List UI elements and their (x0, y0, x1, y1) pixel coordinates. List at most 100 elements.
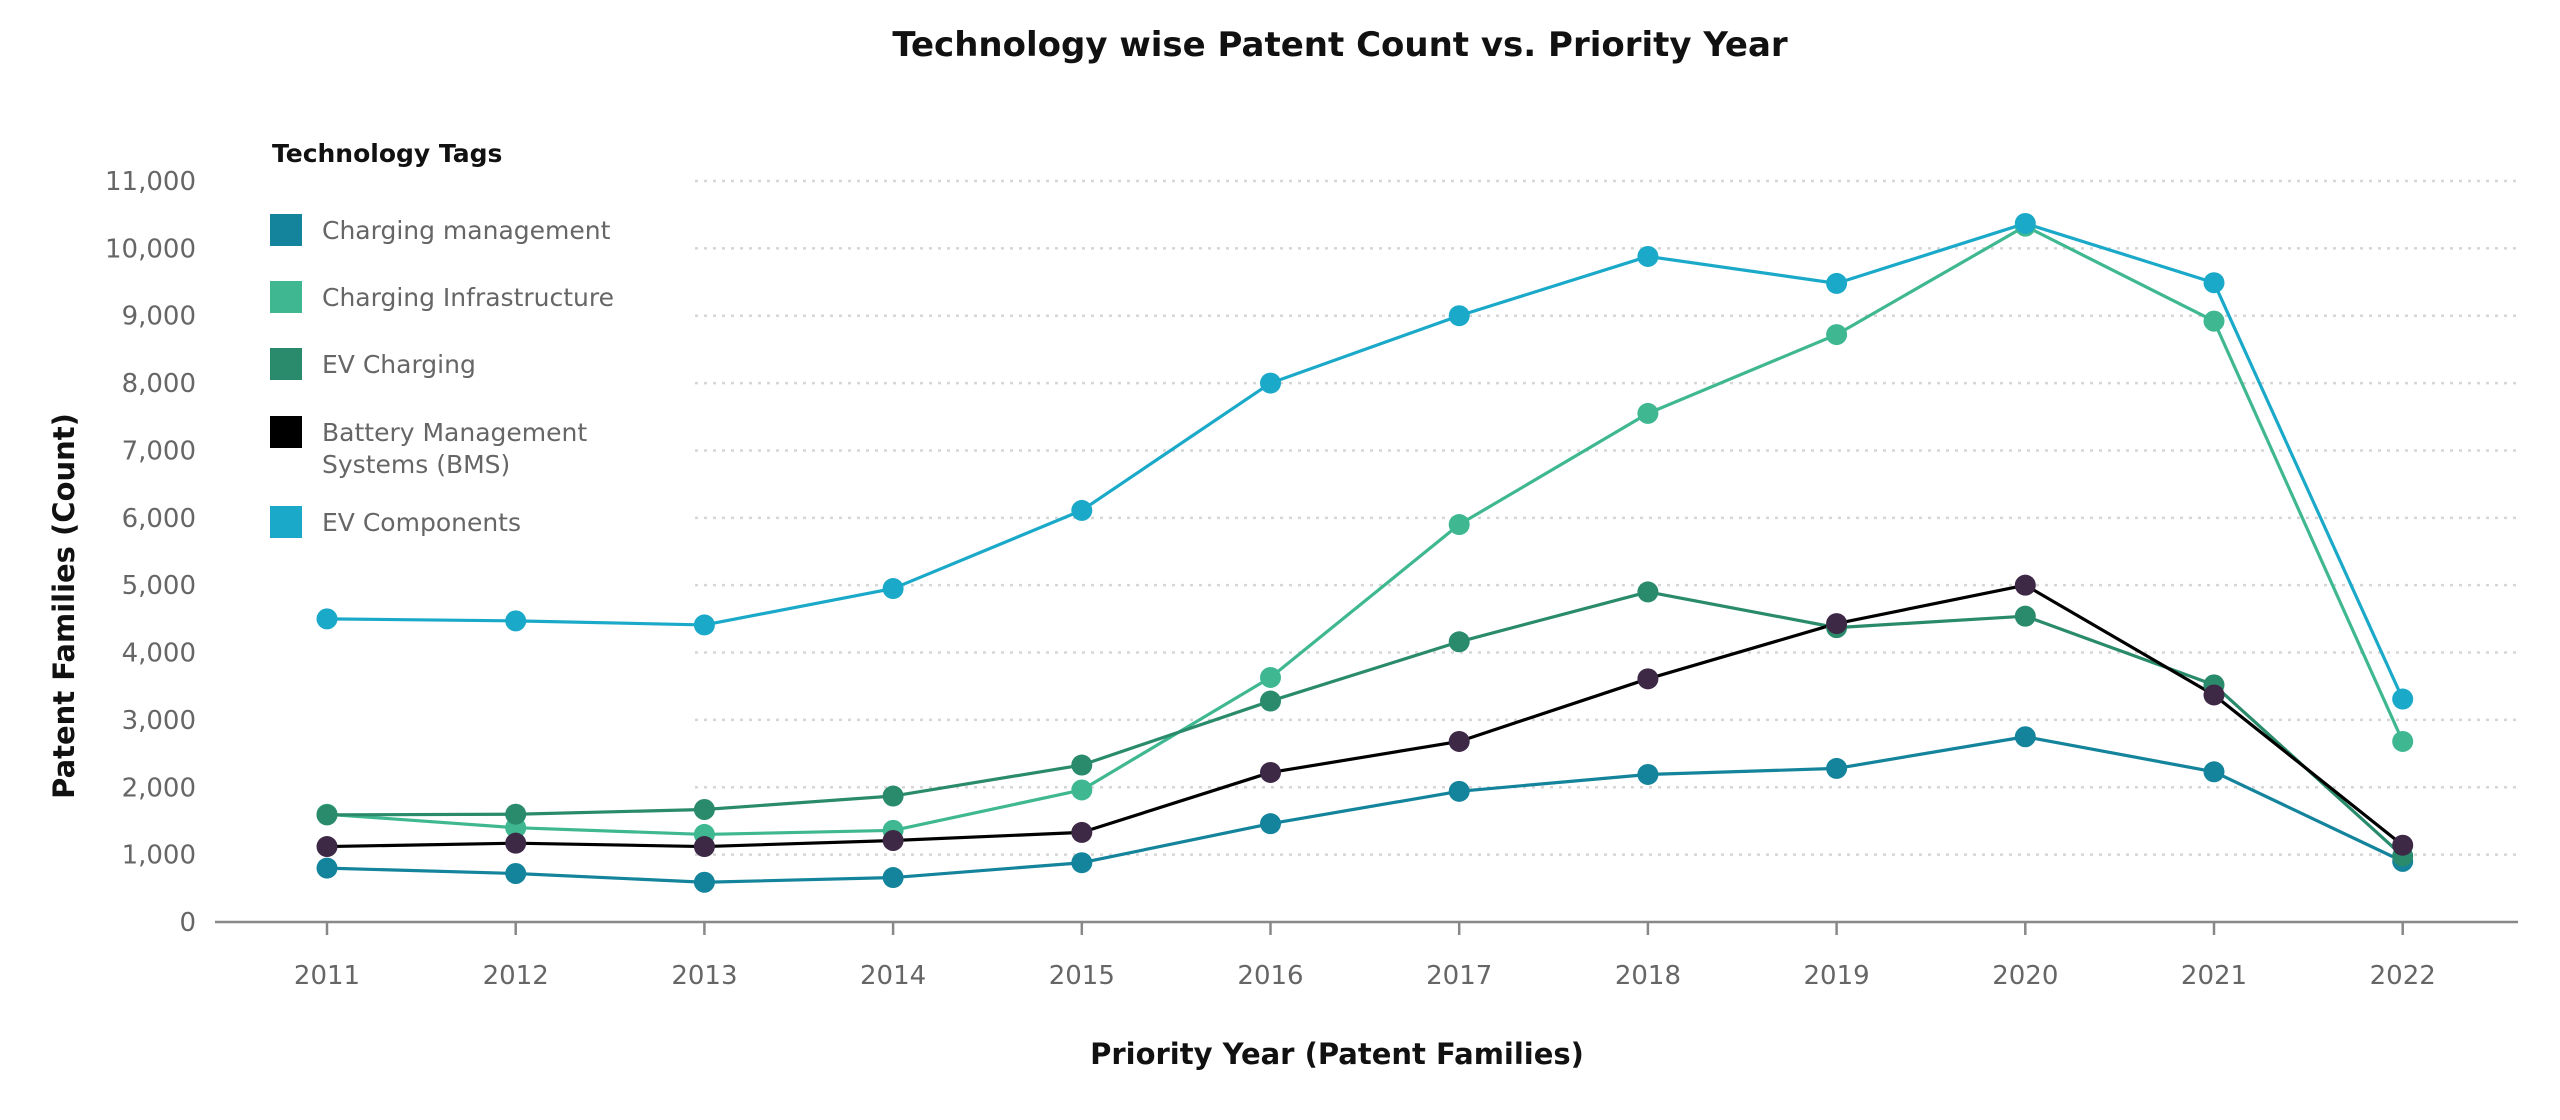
data-point-ev-components (2392, 688, 2414, 710)
data-point-charging-management (505, 862, 527, 884)
y-tick-label: 4,000 (122, 639, 196, 669)
legend-swatch (270, 281, 302, 313)
series-line-charging-management (326, 735, 2404, 884)
data-point-battery-management-systems-bms (2203, 684, 2225, 706)
legend-swatch (270, 506, 302, 538)
data-point-charging-management (693, 871, 715, 893)
y-tick-label: 10,000 (105, 234, 196, 264)
legend-swatch (270, 416, 302, 448)
legend-label: EV Components (322, 508, 521, 537)
legend-label: EV Charging (322, 350, 476, 379)
data-point-battery-management-systems-bms (882, 829, 904, 851)
data-point-ev-charging (693, 799, 715, 821)
data-point-charging-infrastructure (1260, 666, 1281, 688)
series-markers (316, 212, 2414, 893)
chart-title: Technology wise Patent Count vs. Priorit… (892, 25, 1788, 65)
data-point-charging-infrastructure (1637, 402, 1659, 424)
y-tick-label: 6,000 (122, 504, 196, 534)
data-point-ev-components (693, 614, 715, 636)
x-tick-label: 2022 (2370, 961, 2436, 991)
x-tick-label: 2015 (1049, 961, 1115, 991)
x-tick-label: 2014 (860, 961, 926, 991)
data-point-ev-components (1071, 499, 1093, 521)
data-point-ev-components (1826, 272, 1848, 294)
grid-lines (695, 179, 2518, 856)
legend-label: Systems (BMS) (322, 450, 510, 479)
data-point-battery-management-systems-bms (316, 836, 338, 858)
y-tick-label: 0 (179, 908, 196, 938)
data-point-charging-management (1448, 780, 1470, 802)
legend-swatch (270, 348, 302, 380)
data-point-charging-management (1071, 852, 1093, 874)
y-tick-label: 11,000 (105, 167, 196, 197)
data-point-battery-management-systems-bms (693, 836, 715, 858)
x-tick-label: 2016 (1237, 961, 1303, 991)
data-point-battery-management-systems-bms (2014, 574, 2036, 596)
x-tick-label: 2012 (483, 961, 549, 991)
data-point-ev-charging (1071, 754, 1093, 776)
legend-title: Technology Tags (272, 139, 502, 168)
data-point-charging-management (1260, 813, 1281, 835)
data-point-battery-management-systems-bms (505, 832, 527, 854)
data-point-ev-components (2203, 272, 2225, 294)
legend: Technology Tags Charging managementCharg… (270, 139, 614, 538)
data-point-ev-charging (1260, 690, 1281, 712)
data-point-charging-management (2014, 726, 2036, 748)
series-lines (326, 221, 2405, 884)
data-point-charging-management (316, 857, 338, 879)
data-point-charging-management (1637, 763, 1659, 785)
data-point-ev-charging (505, 803, 527, 825)
data-point-ev-charging (1637, 581, 1659, 603)
y-tick-label: 9,000 (122, 302, 196, 332)
data-point-ev-components (2014, 212, 2036, 234)
x-tick-label: 2019 (1804, 961, 1870, 991)
y-tick-label: 1,000 (122, 841, 196, 871)
data-point-charging-infrastructure (2203, 310, 2225, 332)
y-tick-label: 2,000 (122, 773, 196, 803)
x-tick-label: 2017 (1426, 961, 1492, 991)
data-point-ev-charging (1448, 631, 1470, 653)
legend-label: Charging management (322, 216, 611, 245)
data-point-battery-management-systems-bms (1260, 761, 1281, 783)
data-point-ev-components (1260, 372, 1281, 394)
series-line-ev-charging (326, 590, 2404, 858)
data-point-charging-infrastructure (1448, 514, 1470, 536)
y-axis-ticks: 0 1,000 2,000 3,000 4,000 5,000 6,000 7,000 8,00… (105, 167, 196, 938)
x-tick-label: 2020 (1992, 961, 2058, 991)
data-point-ev-components (1637, 245, 1659, 267)
data-point-charging-management (2203, 761, 2225, 783)
data-point-battery-management-systems-bms (1448, 730, 1470, 752)
legend-label: Charging Infrastructure (322, 283, 614, 312)
legend-label: Battery Management (322, 418, 587, 447)
data-point-ev-components (1448, 305, 1470, 327)
data-point-charging-management (1826, 757, 1848, 779)
x-axis-ticks: 2011 2012 2013 2014 2015 2016 2017 2018 2019 2020… (294, 922, 2436, 991)
data-point-battery-management-systems-bms (1826, 613, 1848, 635)
data-point-ev-components (505, 610, 527, 632)
legend-items: Charging management Charging Infrastructu… (270, 214, 614, 538)
data-point-battery-management-systems-bms (2392, 834, 2414, 856)
series-line-ev-components (326, 221, 2405, 700)
y-axis-title: Patent Families (Count) (47, 413, 81, 799)
x-tick-label: 2013 (671, 961, 737, 991)
y-tick-label: 8,000 (122, 369, 196, 399)
y-tick-label: 7,000 (122, 436, 196, 466)
data-point-ev-charging (316, 804, 338, 826)
x-tick-label: 2011 (294, 961, 360, 991)
data-point-charging-infrastructure (1071, 779, 1093, 801)
data-point-charging-infrastructure (2392, 730, 2414, 752)
x-tick-label: 2021 (2181, 961, 2247, 991)
data-point-charging-management (882, 867, 904, 889)
y-tick-label: 3,000 (122, 706, 196, 736)
series-line-battery-management-systems-bms (326, 583, 2404, 849)
series-line-charging-infrastructure (326, 224, 2405, 837)
data-point-ev-charging (882, 785, 904, 807)
y-tick-label: 5,000 (122, 571, 196, 601)
data-point-battery-management-systems-bms (1637, 668, 1659, 690)
data-point-ev-components (316, 608, 338, 630)
data-point-battery-management-systems-bms (1071, 821, 1093, 843)
x-tick-label: 2018 (1615, 961, 1681, 991)
data-point-ev-components (882, 578, 904, 600)
data-point-charging-infrastructure (1826, 324, 1848, 346)
